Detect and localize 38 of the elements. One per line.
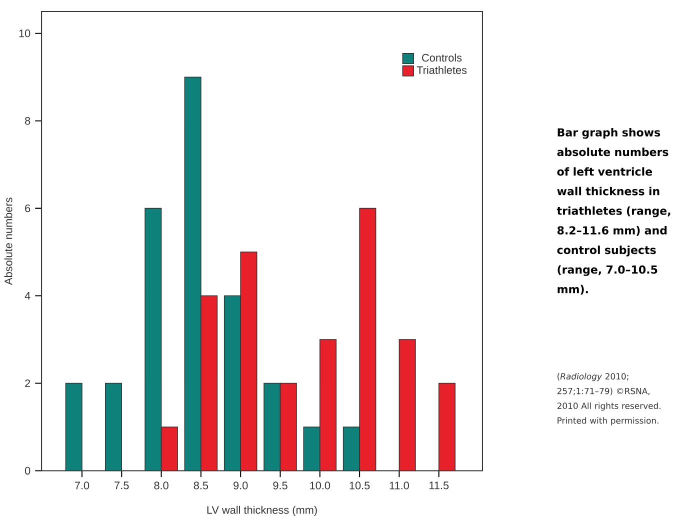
y-tick-label: 10 — [19, 29, 30, 38]
bar — [342, 426, 360, 471]
y-tick-label: 8 — [25, 116, 30, 125]
bar — [360, 208, 376, 471]
x-tick-label: 10.0 — [310, 482, 330, 490]
x-tick-label: 10.5 — [350, 482, 370, 490]
y-tick-label: 0 — [24, 466, 30, 474]
text: Bar graph shows absolute numbers of left ventricle wall thickness in triathletes (range, 8.2–11.6 mm) and control subjects (range, 7.0–10.5 mm). — [556, 128, 670, 294]
legend-label: Controls — [422, 54, 462, 62]
y-tick-label: 6 — [25, 204, 30, 212]
x-tick-label: 7.0 — [74, 482, 90, 490]
bar — [224, 296, 241, 471]
bar — [161, 426, 178, 471]
x-tick-label: 8.0 — [154, 482, 168, 490]
bar — [184, 77, 201, 471]
x-tick-label: 8.5 — [194, 482, 208, 490]
bar — [66, 383, 82, 471]
bar — [280, 383, 297, 471]
bar — [320, 339, 336, 471]
bar — [145, 208, 162, 471]
bar — [399, 339, 416, 471]
y-tick-label: 4 — [24, 292, 30, 300]
y-tick-label: 2 — [25, 379, 30, 387]
bar — [200, 296, 218, 471]
bar — [438, 382, 456, 471]
x-tick-label: 11.5 — [429, 482, 449, 490]
bar — [105, 383, 122, 471]
bar — [240, 252, 257, 471]
x-tick-label: 9.0 — [234, 482, 248, 490]
x-axis-title: LV wall thickness (mm) — [207, 506, 317, 516]
bar — [264, 383, 280, 471]
x-tick-label: 11.0 — [390, 482, 409, 490]
x-tick-label: 7.5 — [114, 482, 129, 490]
text: (Radiology 2010; 257;1:71–79) ©RSNA, 2010 All rights reserved. Printed with permission. — [557, 372, 660, 426]
y-axis-title: Absolute numbers — [4, 198, 12, 285]
bar — [304, 426, 320, 471]
legend-label: Triathletes — [416, 66, 467, 74]
x-tick-label: 9.5 — [273, 482, 288, 490]
